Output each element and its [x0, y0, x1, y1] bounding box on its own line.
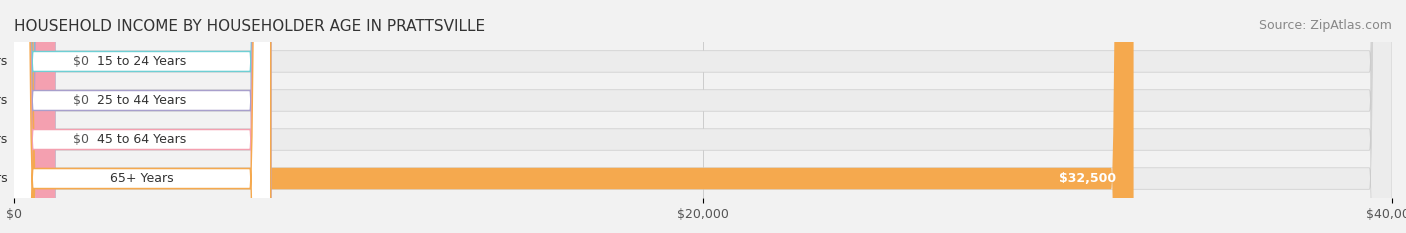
Text: Source: ZipAtlas.com: Source: ZipAtlas.com — [1258, 19, 1392, 32]
Text: $0: $0 — [73, 94, 89, 107]
FancyBboxPatch shape — [13, 0, 271, 233]
FancyBboxPatch shape — [14, 0, 1392, 233]
Text: HOUSEHOLD INCOME BY HOUSEHOLDER AGE IN PRATTSVILLE: HOUSEHOLD INCOME BY HOUSEHOLDER AGE IN P… — [14, 19, 485, 34]
Text: 65+ Years: 65+ Years — [0, 172, 7, 185]
Text: 25 to 44 Years: 25 to 44 Years — [0, 94, 7, 107]
Text: 45 to 64 Years: 45 to 64 Years — [97, 133, 186, 146]
FancyBboxPatch shape — [14, 0, 1392, 233]
Text: 25 to 44 Years: 25 to 44 Years — [97, 94, 186, 107]
FancyBboxPatch shape — [13, 0, 271, 233]
FancyBboxPatch shape — [14, 0, 55, 233]
Text: $0: $0 — [73, 133, 89, 146]
FancyBboxPatch shape — [13, 0, 271, 233]
FancyBboxPatch shape — [13, 0, 271, 233]
Text: 65+ Years: 65+ Years — [110, 172, 173, 185]
FancyBboxPatch shape — [14, 0, 55, 233]
Text: $32,500: $32,500 — [1059, 172, 1116, 185]
Text: $0: $0 — [73, 55, 89, 68]
Text: 15 to 24 Years: 15 to 24 Years — [97, 55, 186, 68]
Text: 45 to 64 Years: 45 to 64 Years — [0, 133, 7, 146]
FancyBboxPatch shape — [14, 0, 1133, 233]
FancyBboxPatch shape — [14, 0, 1392, 233]
FancyBboxPatch shape — [14, 0, 55, 233]
Text: 15 to 24 Years: 15 to 24 Years — [0, 55, 7, 68]
FancyBboxPatch shape — [14, 0, 1392, 233]
